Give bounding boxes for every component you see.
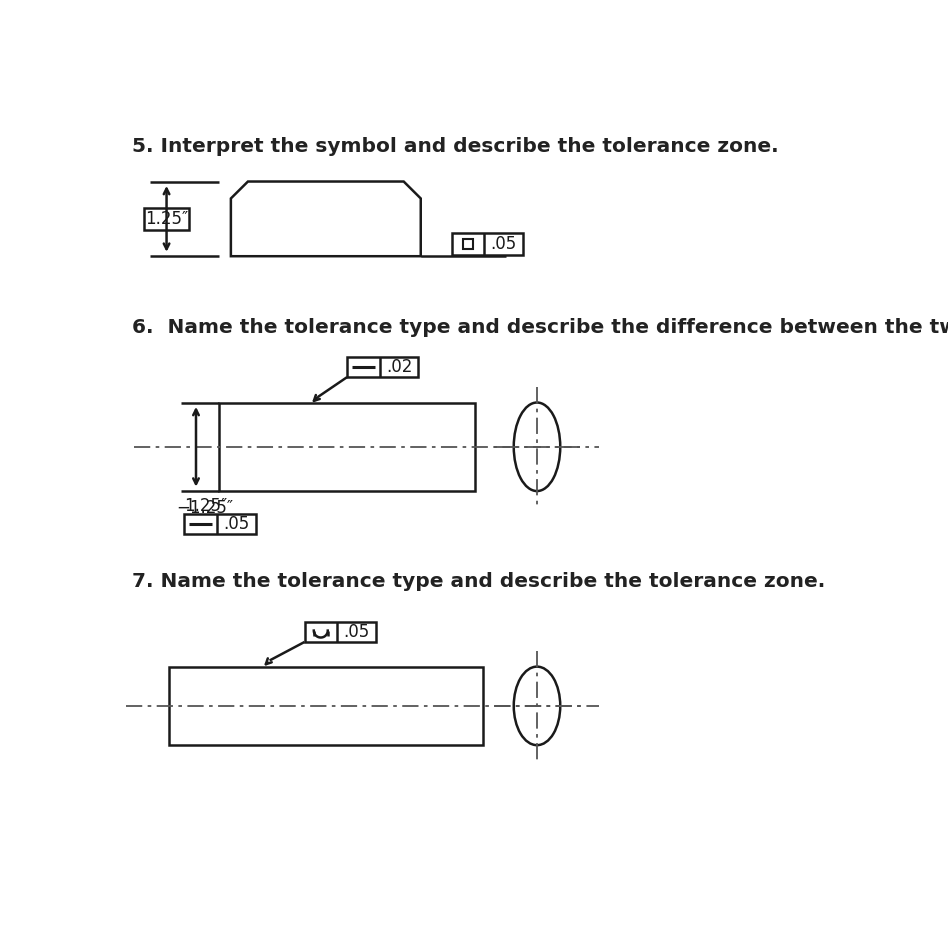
Text: .02: .02 (386, 358, 412, 376)
Text: .05: .05 (223, 515, 249, 533)
Text: .05: .05 (343, 623, 370, 641)
Text: .05: .05 (490, 235, 517, 253)
Text: 5. Interpret the symbol and describe the tolerance zone.: 5. Interpret the symbol and describe the… (133, 137, 779, 155)
Text: −1.25″: −1.25″ (176, 499, 234, 517)
Text: 1.25″: 1.25″ (184, 497, 228, 515)
Text: 6.  Name the tolerance type and describe the difference between the two.: 6. Name the tolerance type and describe … (133, 318, 948, 337)
Text: 7. Name the tolerance type and describe the tolerance zone.: 7. Name the tolerance type and describe … (133, 572, 826, 591)
Text: 1.25″: 1.25″ (145, 210, 188, 228)
